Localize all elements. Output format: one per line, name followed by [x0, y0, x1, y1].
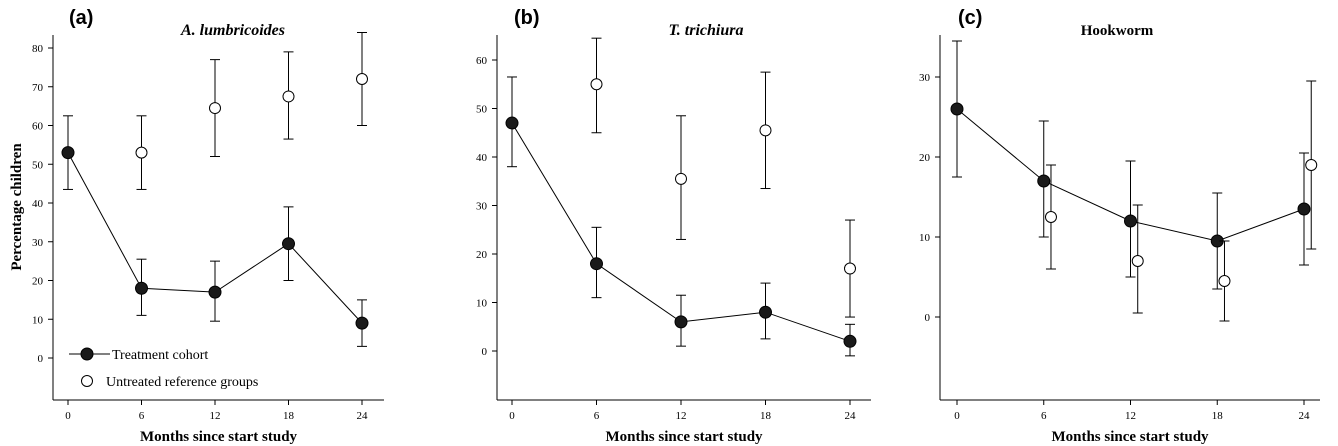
- untreated-point: [282, 90, 295, 103]
- y-tick-label: 20: [476, 249, 488, 261]
- y-tick-label: 30: [476, 201, 488, 213]
- y-tick-label: 60: [476, 55, 488, 67]
- y-tick-label: 60: [32, 121, 44, 133]
- y-tick-label: 80: [32, 43, 44, 55]
- x-tick-label: 0: [65, 410, 71, 422]
- x-tick-label: 6: [1041, 410, 1047, 422]
- legend-treated-label: Treatment cohort: [112, 348, 208, 363]
- treated-point: [759, 305, 772, 319]
- treated-point: [590, 257, 603, 271]
- panel-letter-a: (a): [69, 7, 93, 29]
- untreated-point: [1218, 275, 1231, 287]
- panel-c: 0 10 20 30 0 6 12 18 24 (c) Hookworm Months since s…: [919, 7, 1320, 445]
- treated-point: [674, 315, 688, 329]
- legend-treated-marker: [80, 347, 94, 361]
- x-tick-label: 18: [1212, 410, 1224, 422]
- y-tick-label: 50: [32, 159, 44, 171]
- untreated-point: [1044, 211, 1057, 223]
- x-tick-label: 24: [357, 410, 369, 422]
- panel-letter-b: (b): [514, 7, 540, 29]
- y-tick-label: 30: [32, 237, 44, 249]
- y-tick-label: 10: [476, 298, 488, 310]
- legend: Treatment cohort Untreated reference gro…: [69, 347, 258, 390]
- panel-title: T. trichiura: [669, 22, 744, 39]
- x-tick-label: 6: [594, 410, 600, 422]
- y-tick-label: 50: [476, 104, 488, 116]
- y-axis-label: Percentage children: [9, 143, 25, 271]
- untreated-point: [675, 172, 687, 185]
- untreated-point: [1305, 159, 1318, 171]
- y-tick-label: 0: [482, 346, 488, 358]
- x-tick-label: 12: [1125, 410, 1136, 422]
- x-tick-label: 24: [1299, 410, 1311, 422]
- treated-point: [950, 102, 964, 116]
- untreated-point: [209, 102, 221, 115]
- y-tick-label: 0: [925, 312, 931, 324]
- x-tick-label: 0: [509, 410, 515, 422]
- untreated-point: [759, 124, 772, 137]
- untreated-point: [135, 146, 148, 159]
- untreated-point: [1131, 255, 1144, 267]
- x-axis-label: Months since start study: [140, 429, 298, 445]
- untreated-point: [356, 73, 368, 85]
- untreated-point: [844, 262, 856, 275]
- y-tick-label: 40: [476, 152, 488, 164]
- x-tick-label: 0: [954, 410, 960, 422]
- x-tick-label: 24: [845, 410, 857, 422]
- x-tick-label: 18: [760, 410, 772, 422]
- x-axis-label: Months since start study: [1051, 429, 1209, 445]
- panel-title: A. lumbricoides: [180, 22, 285, 39]
- treated-point: [282, 237, 295, 251]
- panel-a: 0 10 20 30 40 50 60 70 80 0 6 12 18 24 (a) A. lumbricoi…: [32, 7, 384, 445]
- y-tick-label: 0: [38, 353, 44, 365]
- x-tick-label: 12: [676, 410, 687, 422]
- y-tick-label: 30: [919, 72, 931, 84]
- panel-title: Hookworm: [1081, 23, 1154, 39]
- y-tick-label: 20: [919, 152, 931, 164]
- legend-untreated-label: Untreated reference groups: [106, 375, 258, 390]
- y-tick-label: 10: [919, 232, 931, 244]
- x-tick-label: 18: [283, 410, 295, 422]
- y-tick-label: 20: [32, 276, 44, 288]
- treated-point: [208, 285, 222, 299]
- untreated-point: [590, 78, 603, 91]
- panel-b: 0 10 20 30 40 50 60 0 6 12 18 24 (b) T. trichiura Mont…: [476, 7, 871, 445]
- treated-point: [505, 116, 519, 130]
- x-axis-label: Months since start study: [605, 429, 763, 445]
- y-tick-label: 40: [32, 198, 44, 210]
- treated-point: [135, 281, 148, 295]
- treated-point: [1297, 202, 1311, 216]
- treated-point: [61, 146, 75, 160]
- legend-untreated-marker: [81, 375, 93, 387]
- y-tick-label: 70: [32, 82, 44, 94]
- x-tick-label: 6: [139, 410, 145, 422]
- treated-point: [355, 316, 369, 330]
- panel-letter-c: (c): [958, 7, 982, 29]
- treated-point: [1037, 174, 1051, 188]
- treated-point: [1124, 214, 1137, 228]
- x-tick-label: 12: [210, 410, 221, 422]
- treated-point: [843, 334, 857, 348]
- y-tick-label: 10: [32, 314, 44, 326]
